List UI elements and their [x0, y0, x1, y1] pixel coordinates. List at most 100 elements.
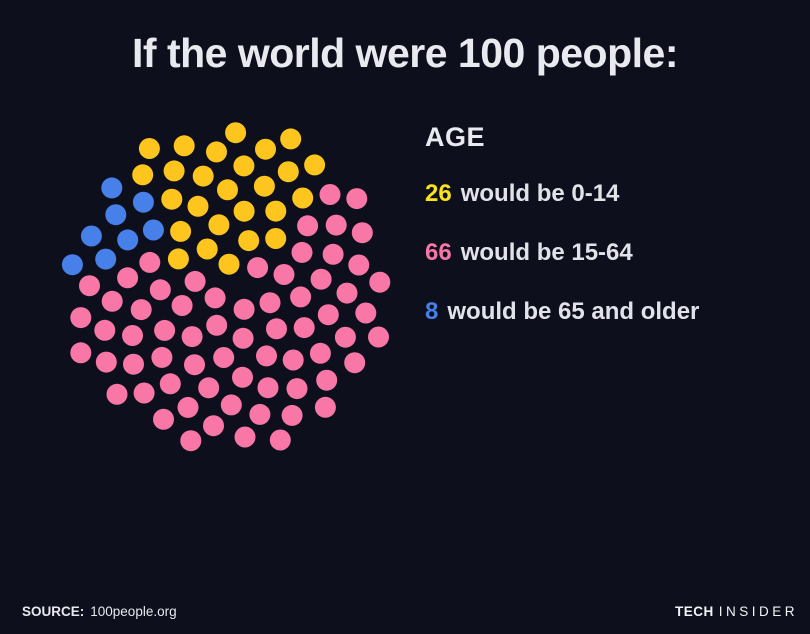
person-dot — [94, 319, 116, 341]
person-dot — [319, 184, 341, 205]
person-dot — [192, 165, 214, 187]
person-dot — [204, 287, 226, 309]
person-dot — [206, 141, 227, 163]
legend-value-0-14: 26 — [425, 180, 452, 207]
person-dot — [257, 377, 279, 399]
person-dot — [123, 353, 144, 375]
person-dot — [282, 349, 304, 371]
person-dot — [70, 307, 92, 329]
person-dot — [291, 241, 313, 263]
person-dot — [256, 345, 277, 367]
person-dot — [247, 257, 269, 279]
person-dot — [187, 195, 209, 217]
legend-value-15-64: 66 — [425, 239, 452, 266]
person-dot — [369, 271, 391, 293]
person-dot — [184, 270, 206, 292]
person-dot — [79, 275, 100, 297]
person-dot — [348, 254, 370, 276]
person-dot — [106, 383, 128, 405]
person-dot — [232, 366, 253, 388]
person-dot — [334, 326, 356, 348]
person-dot — [180, 430, 202, 452]
person-dot — [138, 138, 160, 159]
age-legend: AGE 26 would be 0-14 66 would be 15-64 8 wo… — [425, 122, 765, 357]
person-dot — [139, 251, 161, 273]
person-dot — [167, 248, 189, 270]
person-dot — [290, 286, 312, 308]
person-dot — [173, 135, 195, 157]
person-dot — [117, 267, 139, 289]
person-dot — [292, 187, 314, 209]
person-dot — [220, 394, 242, 416]
person-dot — [70, 342, 92, 364]
person-dot — [234, 426, 256, 448]
brand-tech: TECH — [674, 604, 714, 619]
person-dot — [203, 415, 224, 437]
person-dot — [95, 351, 117, 373]
person-dot — [206, 314, 228, 336]
person-dot — [253, 175, 275, 197]
person-dot — [259, 292, 281, 314]
person-dot — [196, 238, 218, 260]
person-dot — [133, 382, 155, 404]
person-dot — [80, 225, 102, 247]
source-credit: SOURCE: 100people.org — [22, 604, 177, 619]
legend-title: AGE — [425, 122, 486, 152]
person-dot — [101, 290, 123, 312]
legend-label-15-64: would be 15-64 — [460, 239, 633, 266]
person-dot — [265, 228, 287, 249]
person-dot — [232, 327, 254, 349]
techinsider-logo: TECH INSIDER — [675, 604, 798, 619]
source-value: 100people.org — [90, 604, 177, 619]
person-dot — [95, 248, 117, 270]
person-dot — [266, 318, 287, 340]
person-dot — [225, 122, 247, 144]
person-dot — [213, 347, 235, 368]
person-dot — [249, 403, 271, 425]
person-dot — [233, 200, 255, 222]
person-dot — [310, 268, 332, 290]
person-dot — [208, 214, 230, 236]
person-dot — [355, 302, 377, 324]
legend-label-0-14: would be 0-14 — [460, 180, 620, 207]
legend-item-65-older: 8 would be 65 and older — [425, 298, 765, 326]
person-dot — [61, 254, 83, 276]
person-dot — [346, 188, 368, 210]
person-dot — [151, 346, 173, 368]
source-label: SOURCE: — [22, 604, 85, 619]
person-dot — [286, 378, 308, 400]
person-dot — [233, 298, 255, 320]
person-dot — [281, 404, 303, 426]
person-dot — [153, 408, 174, 430]
person-dot — [304, 154, 326, 176]
person-dot — [233, 155, 255, 177]
person-dot — [130, 299, 152, 321]
person-dot — [154, 319, 176, 341]
person-dot — [309, 342, 331, 364]
person-dot — [122, 325, 143, 346]
person-dot — [142, 219, 164, 241]
person-dot — [322, 243, 344, 265]
person-dot — [171, 295, 193, 316]
person-dot — [297, 215, 319, 237]
person-dot — [132, 191, 154, 213]
person-dot — [181, 326, 203, 348]
person-dot — [218, 253, 240, 275]
person-dot — [314, 396, 336, 418]
person-dot — [101, 177, 123, 199]
brand-insider: INSIDER — [718, 604, 798, 619]
person-dot — [368, 326, 389, 348]
person-dot — [105, 204, 127, 226]
person-dot — [161, 188, 183, 210]
person-dot — [351, 222, 373, 244]
person-dot — [316, 369, 338, 391]
person-dot — [184, 354, 205, 376]
legend-item-15-64: 66 would be 15-64 — [425, 239, 765, 267]
person-dot — [277, 161, 299, 183]
person-dot — [198, 377, 220, 399]
person-dot — [269, 429, 291, 451]
legend-value-65-older: 8 — [425, 298, 439, 325]
person-dot — [149, 279, 171, 301]
